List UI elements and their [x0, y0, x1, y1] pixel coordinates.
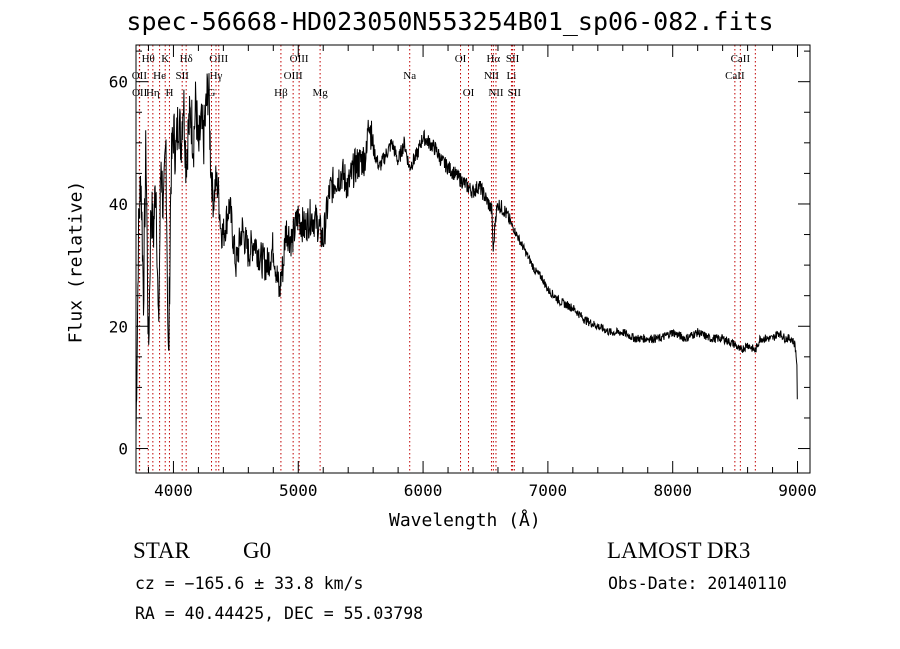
line-label: NII — [488, 87, 504, 99]
x-tick-label: 5000 — [279, 481, 318, 500]
line-label: Hβ — [274, 87, 288, 99]
redshift-text: cz = −165.6 ± 33.8 km/s — [135, 574, 364, 593]
y-axis-label: Flux (relative) — [65, 180, 87, 344]
obs-date: Obs-Date: 20140110 — [608, 574, 787, 593]
line-label: H — [165, 87, 173, 99]
y-tick-label: 40 — [109, 195, 128, 214]
y-tick-label: 60 — [109, 73, 128, 92]
line-label: OIII — [209, 53, 228, 65]
line-label: CaII — [725, 70, 745, 82]
y-tick-label: 20 — [109, 317, 128, 336]
line-label: CaII — [731, 53, 751, 65]
x-axis-label: Wavelength (Å) — [389, 510, 541, 531]
line-label: Na — [403, 70, 416, 82]
survey-name: LAMOST DR3 — [607, 538, 751, 563]
line-label: K — [161, 53, 169, 65]
line-label: OII — [132, 70, 148, 82]
y-tick-label: 0 — [118, 440, 128, 459]
line-label: Hη — [146, 87, 160, 99]
line-annotations: Hθ K Hδ OIII OIII OI Hα SII CaII OII He SII Hγ OIII Na… — [132, 0, 766, 473]
object-class: STAR — [133, 538, 190, 563]
x-tick-label: 8000 — [653, 481, 692, 500]
coordinates: RA = 40.44425, DEC = 55.03798 — [135, 604, 424, 623]
line-label: OIII — [290, 53, 309, 65]
line-label: He — [153, 70, 166, 82]
line-label: OI — [455, 53, 467, 65]
line-label: SII — [175, 70, 189, 82]
line-label: OIII — [284, 70, 303, 82]
line-label: SII — [506, 53, 520, 65]
chart-title: spec-56668-HD023050N553254B01_sp06-082.f… — [126, 7, 774, 36]
subclass: G0 — [243, 538, 272, 563]
line-label: NII — [484, 70, 500, 82]
plot-frame — [135, 44, 811, 474]
line-label: Hγ — [210, 70, 223, 82]
spectrum-layer — [135, 73, 798, 437]
axes: 4000 5000 6000 7000 8000 9000 0 20 40 60 — [109, 44, 817, 500]
spectrum-line — [135, 73, 798, 437]
x-tick-label: 9000 — [778, 481, 817, 500]
line-label: OI — [463, 87, 475, 99]
line-label: Hα — [486, 53, 500, 65]
line-label: G — [208, 87, 216, 99]
x-tick-label: 4000 — [154, 481, 193, 500]
line-label: Hδ — [180, 53, 193, 65]
line-label: CaII — [746, 0, 766, 3]
x-tick-label: 7000 — [529, 481, 568, 500]
line-label: Mg — [312, 87, 328, 99]
line-label: SII — [508, 87, 522, 99]
line-label: Hθ — [142, 53, 155, 65]
line-label: Li — [507, 70, 517, 82]
x-tick-label: 6000 — [404, 481, 443, 500]
